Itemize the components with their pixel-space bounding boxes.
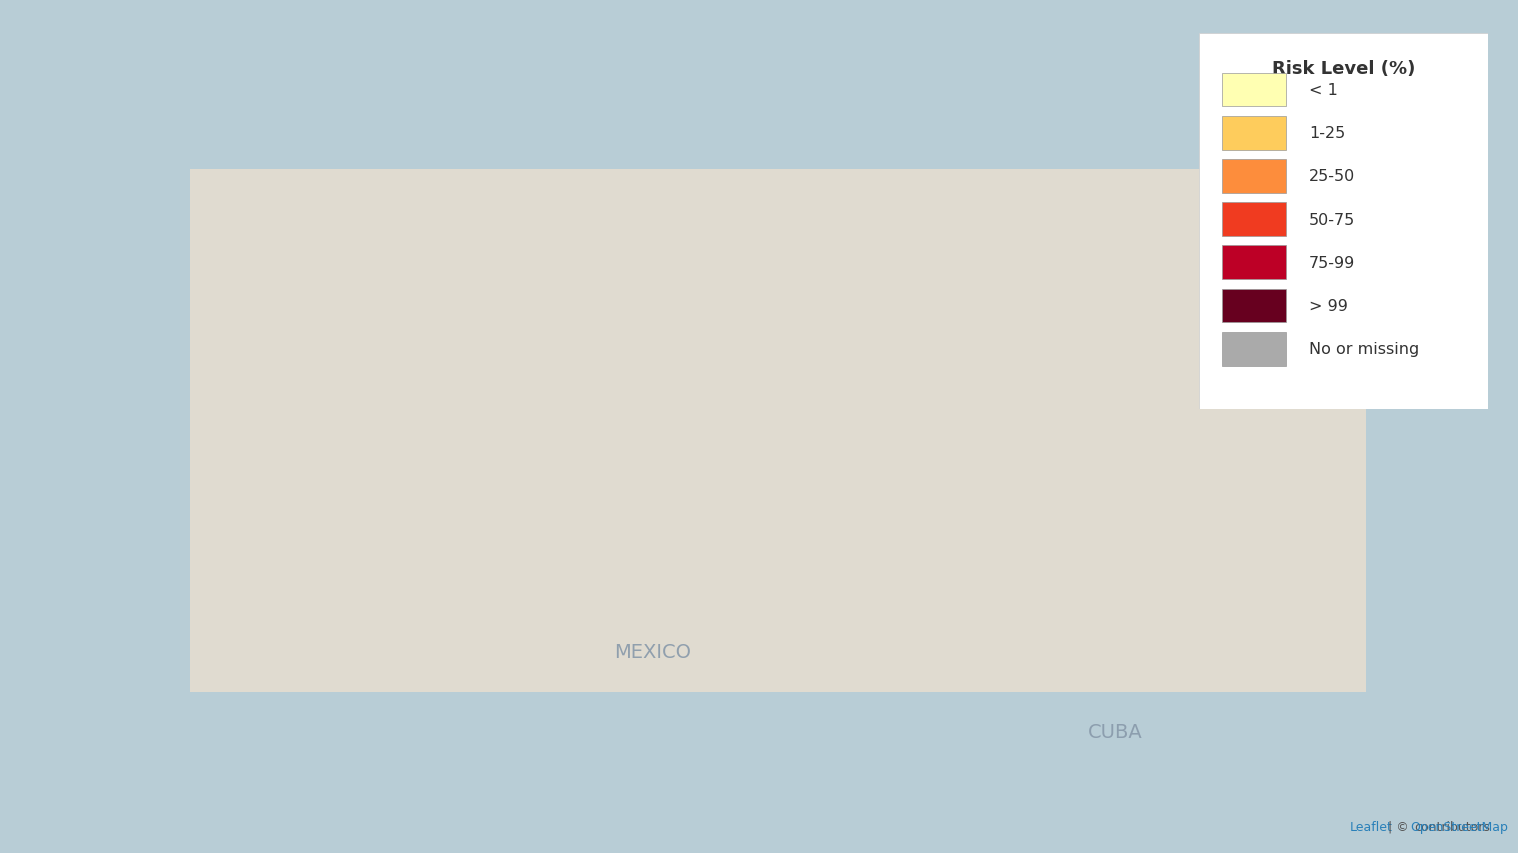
Bar (1222, 73, 1286, 107)
Text: CUBA: CUBA (1087, 722, 1142, 741)
Text: < 1: < 1 (1309, 83, 1337, 98)
Text: 25-50: 25-50 (1309, 169, 1356, 184)
Text: 75-99: 75-99 (1309, 256, 1356, 270)
Polygon shape (190, 170, 1377, 692)
Text: 50-75: 50-75 (1309, 212, 1356, 228)
Bar (1222, 333, 1286, 366)
Bar (1222, 289, 1286, 323)
Text: No or missing: No or missing (1309, 342, 1419, 357)
Text: > 99: > 99 (1309, 299, 1348, 314)
Text: | ©: | © (1387, 820, 1413, 833)
Text: Risk Level (%): Risk Level (%) (1272, 61, 1415, 78)
Bar (1222, 203, 1286, 237)
Bar (1222, 247, 1286, 280)
Bar (1222, 117, 1286, 150)
Text: MEXICO: MEXICO (613, 642, 691, 661)
Text: contributors: contributors (1415, 820, 1491, 833)
Text: Leaflet: Leaflet (1350, 820, 1394, 833)
Text: 1-25: 1-25 (1309, 126, 1345, 141)
Bar (1222, 160, 1286, 194)
Text: OpenStreetMap: OpenStreetMap (1410, 820, 1507, 833)
